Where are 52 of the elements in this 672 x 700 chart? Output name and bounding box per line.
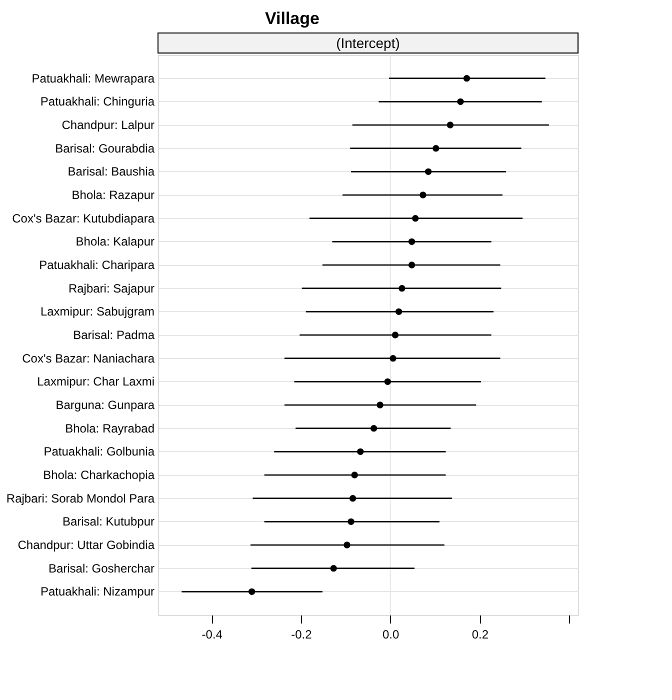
- y-tick-label: Barisal: Baushia: [68, 164, 155, 179]
- y-tick-label: Chandpur: Uttar Gobindia: [18, 538, 155, 552]
- y-tick-label: Bhola: Razapur: [72, 188, 154, 202]
- point: [370, 424, 378, 432]
- y-tick-label: Chandpur: Lalpur: [62, 118, 154, 132]
- y-tick-label: Barisal: Gourabdia: [55, 141, 155, 156]
- y-tick-label: Bhola: Rayrabad: [65, 421, 154, 436]
- point: [390, 354, 396, 362]
- point: [344, 542, 350, 548]
- point: [348, 518, 354, 526]
- point: [248, 588, 256, 596]
- y-tick-label: Barisal: Kutubpur: [62, 514, 154, 529]
- y-tick-label: Patuakhali: Nizampur: [40, 584, 154, 599]
- x-tick-label: -0.4: [202, 628, 223, 642]
- point: [351, 472, 358, 478]
- y-tick-label: Patuakhali: Chinguria: [40, 94, 155, 109]
- point: [330, 564, 337, 572]
- x-tick-label: 0.2: [472, 628, 489, 642]
- chart-subtitle: (Intercept): [336, 35, 400, 51]
- point: [463, 74, 470, 82]
- point: [395, 308, 402, 316]
- point: [432, 144, 440, 152]
- chart-title: Village: [264, 9, 320, 28]
- y-tick-label: Rajbari: Sorab Mondol Para: [6, 491, 155, 506]
- point: [384, 378, 392, 386]
- y-tick-label: Rajbari: Sajapur: [68, 281, 154, 296]
- point: [398, 284, 406, 292]
- point: [420, 192, 426, 198]
- y-tick-label: Cox's Bazar: Naniachara: [22, 351, 155, 366]
- point: [412, 214, 419, 222]
- point: [457, 98, 464, 106]
- y-tick-label: Bhola: Kalapur: [76, 234, 154, 249]
- y-tick-label: Barisal: Gosherchar: [48, 561, 154, 576]
- y-tick-label: Bhola: Charkachopia: [43, 468, 155, 482]
- point: [392, 332, 399, 338]
- y-tick-label: Patuakhali: Charipara: [39, 258, 155, 272]
- point: [408, 262, 416, 268]
- point: [408, 238, 416, 246]
- point: [446, 122, 454, 128]
- y-tick-label: Cox's Bazar: Kutubdiapara: [12, 211, 155, 226]
- x-tick-label: 0.0: [382, 628, 400, 642]
- y-tick-label: Laxmipur: Sabujgram: [40, 304, 154, 319]
- x-tick-label: -0.2: [291, 628, 312, 642]
- y-tick-label: Barguna: Gunpara: [56, 398, 155, 412]
- y-tick-label: Barisal: Padma: [73, 328, 155, 342]
- y-tick-label: Patuakhali: Golbunia: [44, 444, 155, 459]
- y-tick-label: Laxmipur: Char Laxmi: [37, 374, 154, 389]
- point: [357, 448, 364, 456]
- point: [424, 168, 432, 176]
- point: [349, 494, 356, 502]
- y-tick-label: Patuakhali: Mewrapara: [32, 71, 155, 86]
- point: [376, 402, 384, 408]
